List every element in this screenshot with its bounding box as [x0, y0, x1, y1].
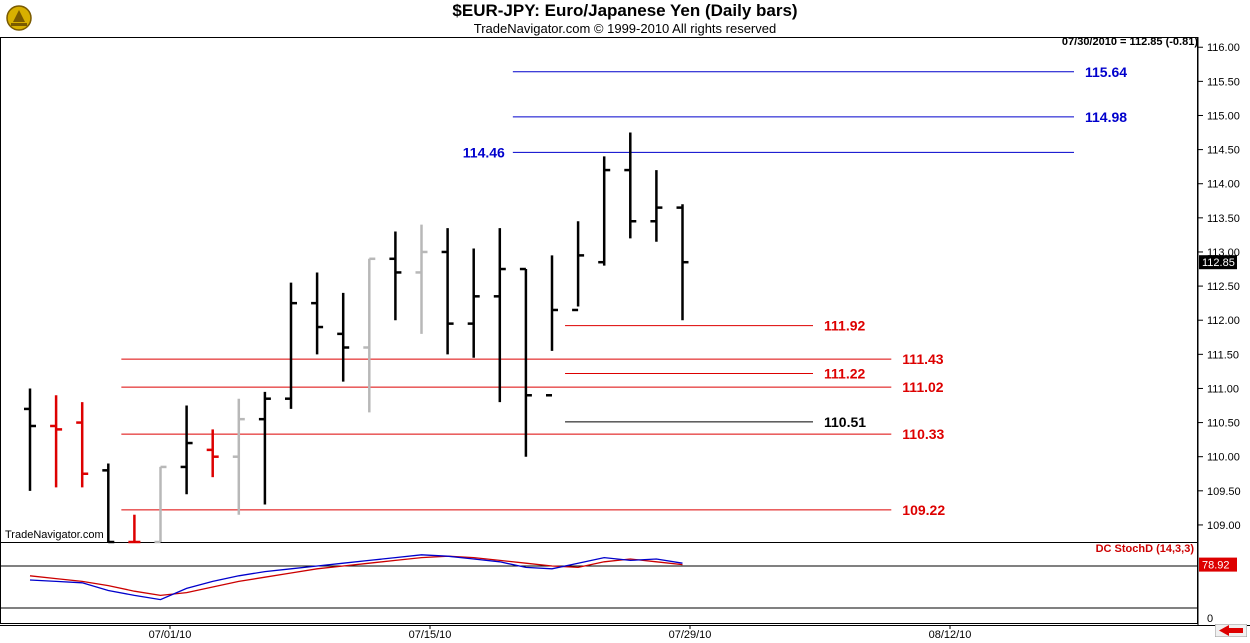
level-label: 114.98	[1085, 109, 1127, 125]
chart-subtitle: TradeNavigator.com © 1999-2010 All right…	[473, 21, 777, 36]
level-label: 111.92	[824, 318, 865, 334]
price-tick-label: 111.50	[1207, 349, 1239, 361]
stoch-title: DC StochD (14,3,3)	[1095, 543, 1194, 555]
level-label: 115.64	[1085, 64, 1127, 80]
stoch-axis-label: 0	[1207, 613, 1213, 625]
date-tick-label: 07/01/10	[149, 629, 192, 641]
last-price-tag	[1199, 255, 1237, 270]
price-tick-label: 109.00	[1207, 520, 1241, 532]
level-label: 114.46	[463, 144, 505, 160]
price-tick-label: 114.50	[1207, 145, 1240, 157]
watermark: TradeNavigator.com	[5, 529, 104, 541]
price-tick-label: 113.50	[1207, 213, 1240, 225]
scroll-left-button[interactable]	[1214, 623, 1248, 642]
stoch-value-label: 78.92	[1202, 560, 1230, 572]
price-tick-label: 114.00	[1207, 179, 1240, 191]
level-label: 111.22	[824, 365, 865, 381]
price-tick-label: 111.00	[1207, 383, 1239, 395]
stoch-value-tag	[1199, 557, 1237, 572]
stoch-red-line	[29, 555, 683, 597]
level-label: 111.02	[902, 379, 943, 395]
price-tick-label: 112.00	[1207, 315, 1240, 327]
last-price-label: 112.85	[1202, 257, 1235, 269]
price-tick-label: 110.50	[1207, 418, 1240, 430]
price-tick-label: 116.00	[1207, 42, 1240, 54]
price-panel-frame	[0, 37, 1198, 543]
stoch-panel-frame	[0, 542, 1198, 624]
navigator-logo-icon	[3, 2, 35, 39]
price-tick-label: 109.50	[1207, 486, 1241, 498]
level-label: 111.43	[902, 351, 943, 367]
level-label: 110.33	[902, 426, 944, 442]
price-tick-label: 110.00	[1207, 452, 1240, 464]
price-tick-label: 112.50	[1207, 281, 1240, 293]
date-tick-label: 07/29/10	[669, 629, 712, 641]
stoch-blue-line	[29, 554, 683, 601]
last-quote: 07/30/2010 = 112.85 (-0.81)	[1061, 36, 1198, 48]
price-tick-label: 115.50	[1207, 76, 1240, 88]
date-tick-label: 07/15/10	[409, 629, 452, 641]
level-label: 110.51	[824, 414, 866, 430]
date-tick-label: 08/12/10	[929, 629, 972, 641]
chart-title: $EUR-JPY: Euro/Japanese Yen (Daily bars)	[452, 1, 798, 20]
price-tick-label: 115.00	[1207, 110, 1240, 122]
level-label: 109.22	[902, 502, 945, 518]
